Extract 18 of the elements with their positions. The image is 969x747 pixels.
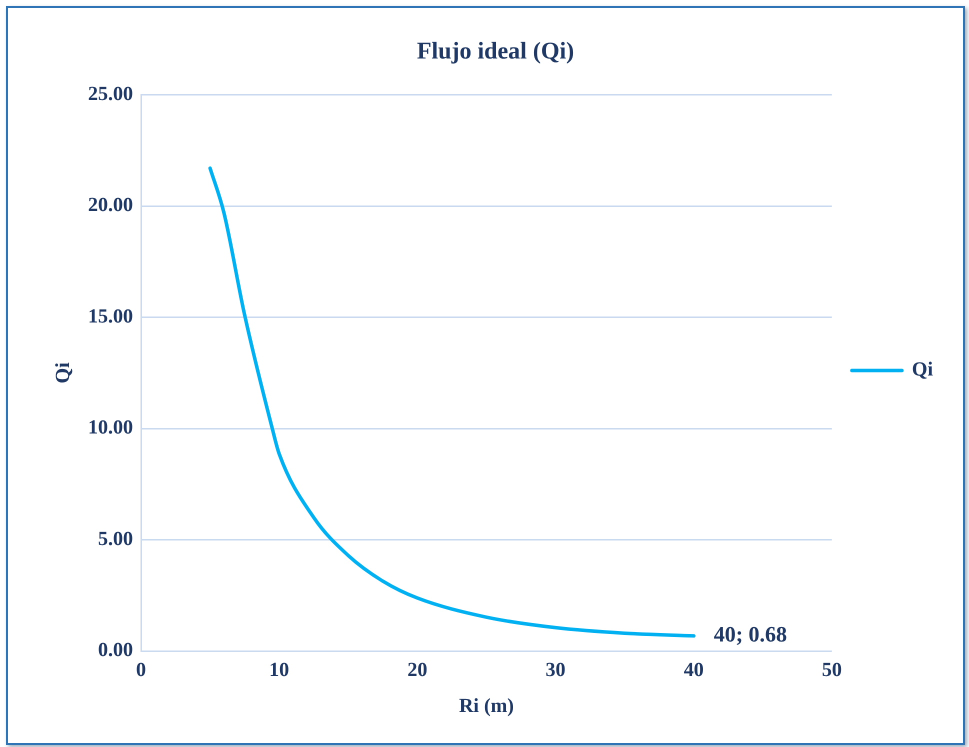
x-tick-label: 30 <box>546 659 566 682</box>
x-tick-label: 10 <box>269 659 290 682</box>
x-tick-label: 20 <box>407 659 428 682</box>
line-series <box>208 166 696 638</box>
y-tick-label: 0.00 <box>98 639 133 662</box>
y-tick-label: 5.00 <box>98 528 133 550</box>
x-tick-label: 0 <box>136 659 146 682</box>
y-tick-label: 25.00 <box>88 82 133 105</box>
x-tick-label: 40 <box>684 659 704 682</box>
y-tick-label: 10.00 <box>88 416 133 439</box>
chart-title: Flujo ideal (Qi) <box>416 38 574 65</box>
annotation: 40; 0.68 <box>714 622 788 647</box>
x-axis-title: Ri (m) <box>458 695 514 718</box>
y-axis-title: Qi <box>52 362 74 384</box>
legend-label: Qi <box>912 358 934 381</box>
y-tick-label: 20.00 <box>88 194 133 216</box>
y-tick-label: 15.00 <box>88 305 133 328</box>
x-tick-label: 50 <box>822 659 842 682</box>
